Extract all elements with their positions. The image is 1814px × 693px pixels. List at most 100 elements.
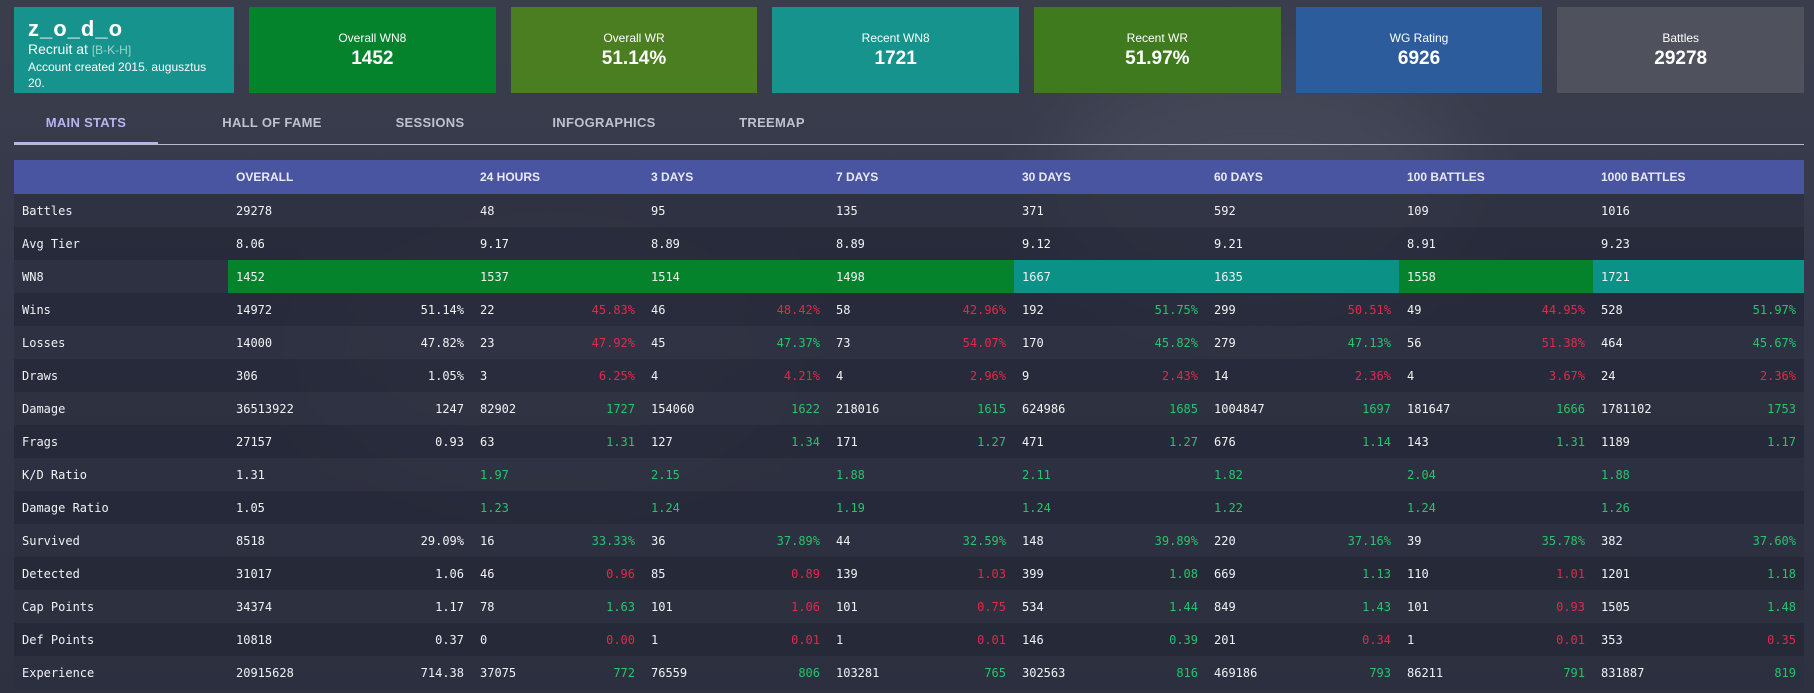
row-label: K/D Ratio: [14, 458, 228, 491]
stat-value: 279: [1214, 335, 1236, 350]
stat-secondary: 1622: [791, 401, 820, 416]
tab-main-stats[interactable]: MAIN STATS: [45, 115, 127, 130]
stat-secondary: 0.01: [791, 632, 820, 647]
stat-secondary: 3.67%: [1548, 368, 1585, 383]
stat-value: 1.97: [480, 467, 509, 482]
stat-secondary: 0.93: [435, 434, 464, 449]
stat-value: 135: [836, 203, 858, 218]
stat-secondary: 791: [1563, 665, 1585, 680]
stat-secondary: 1.03: [977, 566, 1006, 581]
stat-cell: 170 45.82%: [1014, 326, 1206, 359]
stat-cell: 1 0.01: [1399, 623, 1593, 656]
header-60-days[interactable]: 60 DAYS: [1206, 160, 1399, 194]
stat-value: 22: [480, 302, 495, 317]
stat-cell: 148 39.89%: [1014, 524, 1206, 557]
stat-value: 1.88: [836, 467, 865, 482]
header-30-days[interactable]: 30 DAYS: [1014, 160, 1206, 194]
table-row: Wins 14972 51.14% 22 45.83% 46 48.42% 58 42.96% 1…: [14, 293, 1804, 326]
stat-value: 1.26: [1601, 500, 1630, 515]
stat-value: 831887: [1601, 665, 1645, 680]
tab-sessions[interactable]: SESSIONS: [395, 115, 465, 130]
stat-value: 2.11: [1022, 467, 1051, 482]
stat-value: 44: [836, 533, 851, 548]
stat-value: 1.24: [651, 500, 680, 515]
stat-secondary: 1.63: [606, 599, 635, 614]
stat-cell: 8.89: [643, 227, 828, 260]
header-3-days[interactable]: 3 DAYS: [643, 160, 828, 194]
stat-value: 1.23: [480, 500, 509, 515]
tab-bar: MAIN STATS HALL OF FAME SESSIONS INFOGRA…: [14, 104, 1804, 145]
stat-cell: 192 51.75%: [1014, 293, 1206, 326]
stat-secondary: 765: [984, 665, 1006, 680]
stat-cell: 20915628 714.38: [228, 656, 472, 689]
player-profile-card: z_o_d_o Recruit at [B-K-H] Account creat…: [14, 7, 234, 93]
stat-value: 4: [836, 368, 844, 383]
stat-value: 171: [836, 434, 858, 449]
stat-value: 2.04: [1407, 467, 1436, 482]
header-100-battles[interactable]: 100 BATTLES: [1399, 160, 1593, 194]
stat-secondary: 1753: [1767, 401, 1796, 416]
stat-value: 9.21: [1214, 236, 1243, 251]
stat-cell: 48: [472, 194, 643, 227]
stat-secondary: 1697: [1362, 401, 1391, 416]
stat-value: 1667: [1022, 269, 1051, 284]
header-24-hours[interactable]: 24 HOURS: [472, 160, 643, 194]
stat-secondary: 1.17: [435, 599, 464, 614]
stat-cell: 76559 806: [643, 656, 828, 689]
table-row: Damage Ratio 1.05 1.23 1.24 1.19 1.24 1.22 1.24…: [14, 491, 1804, 524]
stat-secondary: 0.01: [1556, 632, 1585, 647]
stat-secondary: 45.67%: [1752, 335, 1796, 350]
stat-value: 1514: [651, 269, 680, 284]
stat-value: 9.12: [1022, 236, 1051, 251]
stat-value: 306: [236, 368, 258, 383]
stat-secondary: 1.27: [977, 434, 1006, 449]
stat-value: 464: [1601, 335, 1623, 350]
stat-secondary: 37.16%: [1347, 533, 1391, 548]
stat-cell: 1558: [1399, 260, 1593, 293]
stat-secondary: 1666: [1556, 401, 1585, 416]
header-label-column[interactable]: [14, 160, 228, 194]
stat-value: 101: [651, 599, 673, 614]
stat-secondary: 1685: [1169, 401, 1198, 416]
stat-cell: 353 0.35: [1593, 623, 1804, 656]
stat-cell: 86211 791: [1399, 656, 1593, 689]
stat-cell: 14 2.36%: [1206, 359, 1399, 392]
stat-cell: 2.04: [1399, 458, 1593, 491]
stat-secondary: 1.31: [606, 434, 635, 449]
stat-value: 31017: [236, 566, 273, 581]
stat-value: 1: [1407, 632, 1415, 647]
stat-cell: 49 44.95%: [1399, 293, 1593, 326]
stat-cell: 302563 816: [1014, 656, 1206, 689]
clan-tag-link[interactable]: [B-K-H]: [91, 43, 132, 57]
stat-secondary: 0.37: [435, 632, 464, 647]
stat-cell: 171 1.27: [828, 425, 1014, 458]
stat-cell: 592: [1206, 194, 1399, 227]
stat-cell: 82902 1727: [472, 392, 643, 425]
header-7-days[interactable]: 7 DAYS: [828, 160, 1014, 194]
table-row: Detected 31017 1.06 46 0.96 85 0.89 139 1.03 399 1…: [14, 557, 1804, 590]
stat-value: 8.06: [236, 236, 265, 251]
stat-cell: 9 2.43%: [1014, 359, 1206, 392]
stat-secondary: 0.35: [1767, 632, 1796, 647]
stat-value: 154060: [651, 401, 695, 416]
stat-cell: 56 51.38%: [1399, 326, 1593, 359]
header-overall[interactable]: OVERALL: [228, 160, 472, 194]
stat-value: 1: [836, 632, 844, 647]
stat-cell: 103281 765: [828, 656, 1014, 689]
stat-cell: 78 1.63: [472, 590, 643, 623]
stat-value: 20915628: [236, 665, 294, 680]
stat-value: 399: [1022, 566, 1044, 581]
table-row: Draws 306 1.05% 3 6.25% 4 4.21% 4 2.96% 9 2.43% 14 2…: [14, 359, 1804, 392]
stat-cell: 471 1.27: [1014, 425, 1206, 458]
stat-secondary: 42.96%: [962, 302, 1006, 317]
tab-treemap[interactable]: TREEMAP: [739, 115, 805, 130]
stat-value: 85: [651, 566, 666, 581]
tab-hall-of-fame[interactable]: HALL OF FAME: [222, 115, 322, 130]
stat-cell: 201 0.34: [1206, 623, 1399, 656]
main-stats-table: OVERALL 24 HOURS 3 DAYS 7 DAYS 30 DAYS 60 DAY…: [14, 160, 1804, 689]
tab-infographics[interactable]: INFOGRAPHICS: [552, 115, 656, 130]
stat-value: 8518: [236, 533, 265, 548]
header-1000-battles[interactable]: 1000 BATTLES: [1593, 160, 1804, 194]
recent-wn8-card: Recent WN8 1721: [772, 7, 1020, 93]
stat-cell: 85 0.89: [643, 557, 828, 590]
